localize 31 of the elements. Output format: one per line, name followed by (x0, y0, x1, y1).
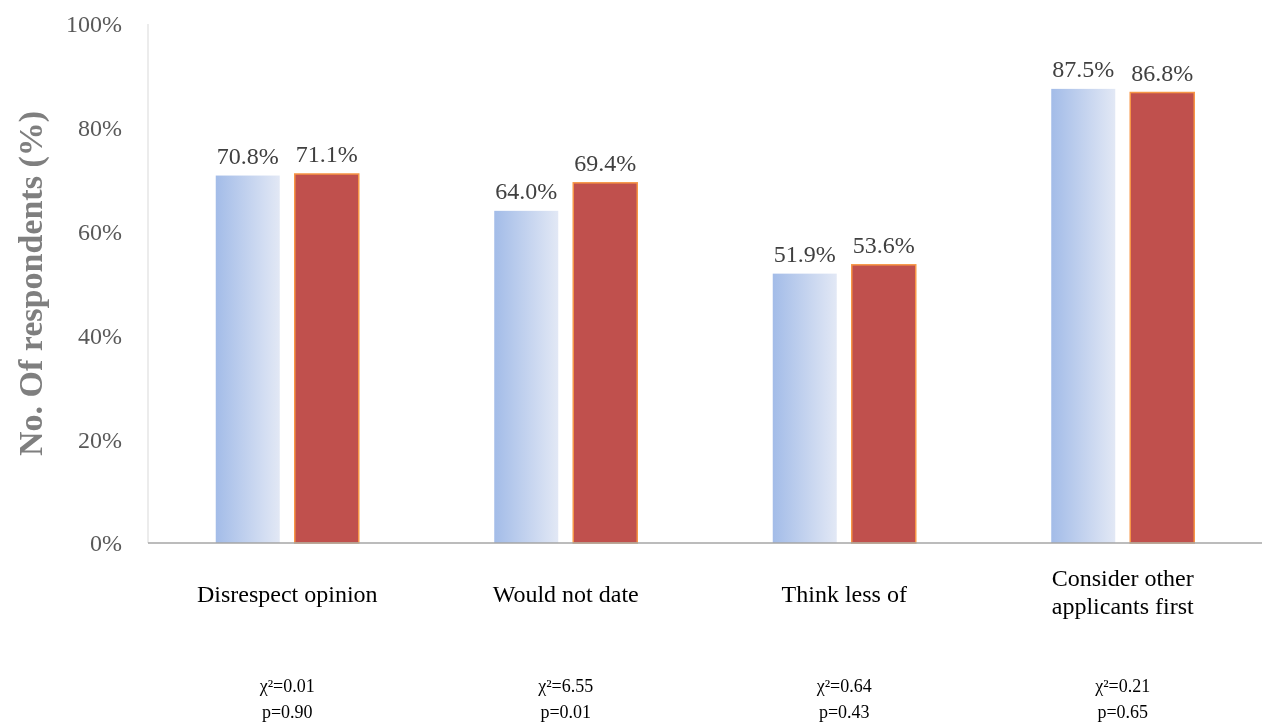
data-label: 86.8% (1131, 59, 1194, 86)
y-axis-title: No. Of respondents (%) (12, 110, 50, 457)
y-tick-label: 80% (78, 115, 122, 142)
text: χ²=0.21 p=0.65 (1094, 676, 1151, 722)
data-label: 53.6% (852, 231, 915, 258)
x-tick-label: Would not date (492, 581, 639, 607)
data-label: 69.4% (574, 149, 637, 176)
y-tick-label: 40% (78, 322, 122, 349)
data-label: 64.0% (495, 177, 558, 204)
data-label: 70.8% (216, 142, 279, 169)
bar (294, 173, 360, 544)
data-label: 71.1% (295, 140, 358, 167)
bar (772, 273, 837, 543)
y-tick-label: 100% (66, 11, 122, 38)
bar (494, 210, 559, 543)
y-tick-label: 20% (78, 426, 122, 453)
text: χ²=0.01 p=0.90 (258, 676, 315, 722)
bar (851, 264, 917, 544)
text: χ²=6.55 p=0.01 (537, 676, 594, 722)
text: χ²=0.64 p=0.43 (815, 676, 872, 722)
bar (572, 182, 638, 544)
data-label: 87.5% (1052, 55, 1115, 82)
y-tick-label: 60% (78, 219, 122, 245)
bar (1051, 88, 1116, 543)
y-tick-label: 0% (90, 530, 122, 557)
data-label: 51.9% (773, 240, 836, 267)
bar (1129, 91, 1195, 544)
x-tick-label: Think less of (781, 581, 907, 607)
x-tick-label: Consider other applicants first (1051, 565, 1195, 619)
bar (215, 175, 280, 543)
x-tick-label: Disrespect opinion (196, 581, 378, 607)
